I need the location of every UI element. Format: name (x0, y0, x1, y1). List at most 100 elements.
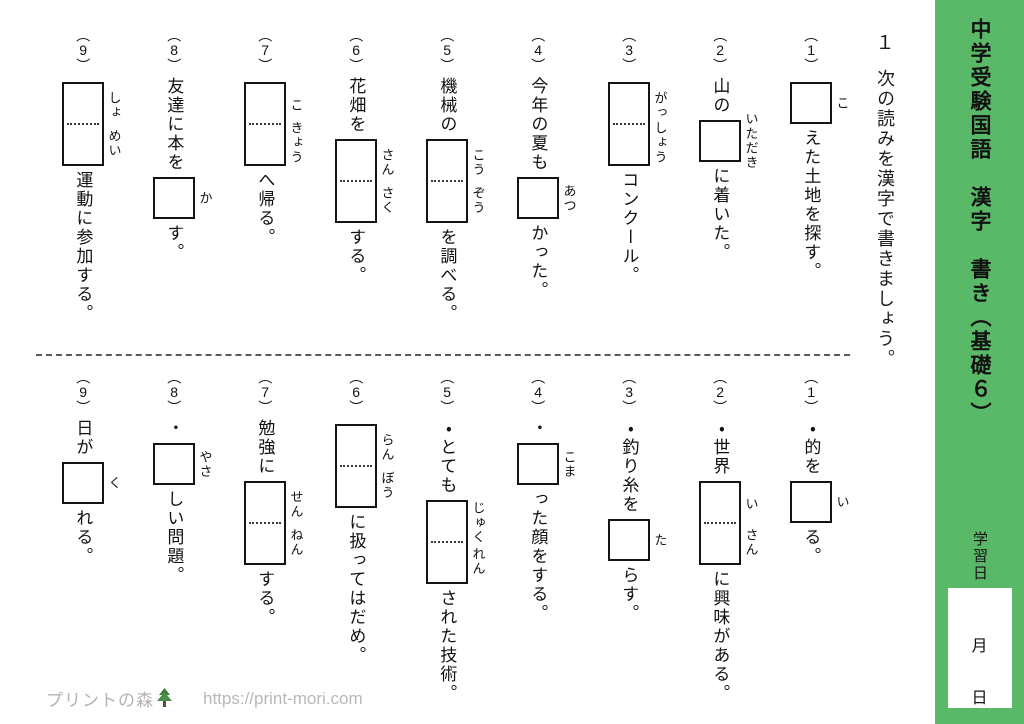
furigana: しょ (106, 90, 122, 120)
question-text-before: ・ (528, 419, 548, 438)
answer-box[interactable]: た (607, 519, 668, 561)
furigana: めい (106, 128, 122, 158)
question-row-bottom: 1 ・的を い る。 2 ・世界 い さん に興味がある。 3 ・釣り糸を た … (36, 370, 856, 703)
question-text-before: ・的を (801, 419, 821, 476)
question-number: 6 (348, 28, 364, 72)
furigana: あつ (561, 183, 577, 213)
question-top-3: 3 がっ しょう コンクール。 (583, 28, 674, 350)
question-number: 6 (348, 370, 364, 414)
question-top-1: 1 こ えた土地を探す。 (765, 28, 856, 350)
furigana: く (106, 475, 122, 491)
answer-box[interactable]: か (152, 177, 213, 219)
answer-box[interactable]: い (789, 481, 850, 523)
month-label: 月 (971, 638, 988, 655)
answer-box[interactable]: いただき (698, 112, 759, 170)
question-number: 2 (712, 370, 728, 414)
furigana: きょう (288, 121, 304, 165)
furigana: さく (379, 185, 395, 215)
furigana: さん (379, 147, 395, 177)
study-date-label: 学習日 (971, 531, 988, 582)
question-number: 7 (257, 28, 273, 72)
furigana: ねん (288, 527, 304, 557)
question-bottom-3: 3 ・釣り糸を た らす。 (583, 370, 674, 670)
question-text-after: に着いた。 (710, 167, 730, 262)
answer-box[interactable]: あつ (516, 177, 577, 219)
worksheet-title: 中学受験国語 漢字 書き（基礎６） (968, 18, 991, 426)
furigana: こう (470, 147, 486, 177)
question-number: 9 (75, 370, 91, 414)
answer-box[interactable]: せん ねん (243, 481, 304, 565)
question-text-after: しい問題。 (164, 490, 184, 585)
question-text-after: に扱ってはだめ。 (346, 513, 366, 665)
answer-box[interactable]: く (61, 462, 122, 504)
question-text-after: る。 (801, 528, 821, 566)
furigana: せん (288, 489, 304, 519)
question-text-before: 日が (73, 419, 93, 457)
question-text-before: 勉強に (255, 419, 275, 476)
question-text-after: する。 (346, 228, 366, 285)
question-row-top: 1 こ えた土地を探す。 2 山の いただき に着いた。 3 がっ しょう コン… (36, 28, 856, 350)
question-text-before: ・釣り糸を (619, 419, 639, 514)
answer-box[interactable]: い さん (698, 481, 759, 565)
question-number: 4 (530, 28, 546, 72)
date-entry-box[interactable]: 月 日 (947, 588, 1012, 708)
furigana: こま (561, 449, 577, 479)
answer-box[interactable]: こ (789, 82, 850, 124)
question-text-before: 友達に本を (164, 77, 184, 172)
question-number: 5 (439, 370, 455, 414)
answer-box[interactable]: さん さく (334, 139, 395, 223)
tree-icon (157, 688, 172, 707)
furigana: ぼう (379, 470, 395, 500)
question-bottom-4: 4 ・ こま った顔をする。 (492, 370, 583, 670)
answer-box[interactable]: がっ しょう (607, 82, 668, 166)
question-number: 7 (257, 370, 273, 414)
question-text-after: れる。 (73, 509, 93, 566)
question-top-6: 6 花畑を さん さく する。 (310, 28, 401, 350)
answer-box[interactable]: こま (516, 443, 577, 485)
site-url[interactable]: https://print-mori.com (203, 688, 363, 708)
furigana: れん (470, 546, 486, 576)
furigana: い (743, 496, 759, 512)
question-number: 5 (439, 28, 455, 72)
question-bottom-8: 8 ・ やさ しい問題。 (128, 370, 219, 670)
question-number: 9 (75, 28, 91, 72)
furigana: いただき (743, 112, 759, 170)
question-text-before: ・世界 (710, 419, 730, 476)
furigana: い (834, 494, 850, 510)
instruction-text: 次の読みを漢字で書きましょう。 (875, 69, 895, 369)
answer-box[interactable]: じゅく れん (425, 500, 486, 584)
answer-box[interactable]: らん ぼう (334, 424, 395, 508)
question-top-7: 7 こ きょう へ帰る。 (219, 28, 310, 350)
question-text-after: コンクール。 (619, 171, 639, 285)
question-text-before: ・ (164, 419, 184, 438)
study-date-area: 学習日 月 日 (935, 531, 1024, 708)
question-bottom-6: 6 らん ぼう に扱ってはだめ。 (310, 370, 401, 670)
question-top-5: 5 機械の こう ぞう を調べる。 (401, 28, 492, 350)
question-text-before: 山の (710, 77, 730, 115)
question-text-before: 今年の夏も (528, 77, 548, 172)
answer-box[interactable]: やさ (152, 443, 213, 485)
question-text-after: かった。 (528, 224, 548, 300)
question-bottom-1: 1 ・的を い る。 (765, 370, 856, 670)
answer-box[interactable]: しょ めい (61, 82, 122, 166)
answer-box[interactable]: こ きょう (243, 82, 304, 166)
question-number: 8 (166, 370, 182, 414)
furigana: しょう (652, 121, 668, 165)
instruction-number: １ (875, 33, 895, 54)
question-bottom-5: 5 ・とても じゅく れん された技術。 (401, 370, 492, 703)
question-text-after: する。 (255, 570, 275, 627)
site-name: プリントの森 (46, 691, 154, 710)
question-bottom-7: 7 勉強に せん ねん する。 (219, 370, 310, 670)
question-number: 8 (166, 28, 182, 72)
title-banner: 中学受験国語 漢字 書き（基礎６） 学習日 月 日 (935, 0, 1024, 724)
furigana: じゅく (470, 501, 486, 545)
furigana: た (652, 532, 668, 548)
furigana: か (197, 190, 213, 206)
furigana: こ (288, 97, 304, 113)
furigana: ぞう (470, 185, 486, 215)
furigana: がっ (652, 90, 668, 120)
question-number: 2 (712, 28, 728, 72)
question-number: 1 (803, 28, 819, 72)
question-text-before: 花畑を (346, 77, 366, 134)
answer-box[interactable]: こう ぞう (425, 139, 486, 223)
